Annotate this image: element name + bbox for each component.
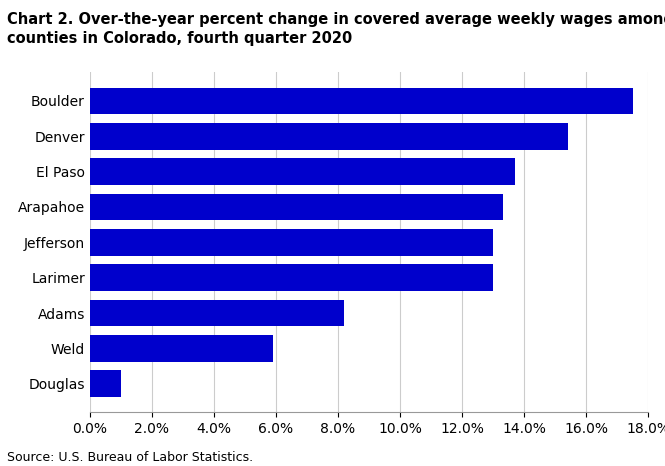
Bar bbox=[90, 123, 568, 150]
Text: Source: U.S. Bureau of Labor Statistics.: Source: U.S. Bureau of Labor Statistics. bbox=[7, 451, 253, 464]
Bar bbox=[90, 194, 503, 220]
Bar bbox=[90, 264, 493, 291]
Bar bbox=[90, 229, 493, 255]
Bar bbox=[90, 158, 515, 185]
Text: Chart 2. Over-the-year percent change in covered average weekly wages among  the: Chart 2. Over-the-year percent change in… bbox=[7, 12, 665, 47]
Bar bbox=[90, 370, 121, 397]
Bar bbox=[90, 300, 344, 326]
Bar bbox=[90, 88, 633, 114]
Bar bbox=[90, 335, 273, 362]
